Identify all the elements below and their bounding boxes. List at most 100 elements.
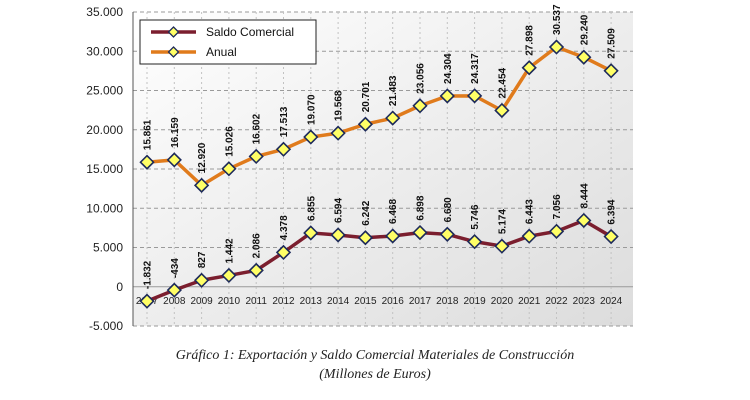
data-point — [166, 282, 182, 298]
x-tick-label: 2010 — [218, 296, 241, 307]
data-label: 8.444 — [579, 183, 590, 208]
data-point — [603, 228, 619, 245]
data-label: 15.861 — [143, 119, 154, 150]
data-label: -1.832 — [143, 260, 154, 289]
data-label: 6.855 — [306, 195, 317, 220]
data-point — [412, 224, 428, 241]
data-point — [466, 234, 483, 250]
y-axis: -5.000 0 5.000 10.000 15.000 20.000 25.000 30.0… — [86, 5, 134, 333]
data-labels: -1.832 -434 827 1.442 2.086 4.378 6.855 6.594 6.… — [143, 4, 618, 289]
data-point — [548, 223, 565, 239]
data-label: 1.442 — [224, 238, 235, 263]
data-point — [248, 262, 264, 279]
data-point — [303, 129, 319, 145]
data-point — [357, 116, 374, 132]
data-label: 4.378 — [279, 215, 290, 240]
data-label: 6.594 — [334, 198, 345, 223]
data-label: 16.602 — [252, 113, 263, 144]
data-point — [576, 49, 592, 65]
legend: Saldo Comercial Anual — [139, 19, 317, 65]
data-point — [385, 110, 401, 126]
data-label: 21.483 — [388, 75, 399, 106]
x-axis: 2007200820092010201120122013201420152016… — [136, 296, 623, 307]
data-point — [521, 60, 537, 76]
data-point — [193, 272, 210, 288]
data-point — [139, 154, 155, 170]
data-label: 27.898 — [525, 25, 536, 56]
y-tick-label: 10.000 — [86, 201, 123, 215]
x-tick-label: 2024 — [600, 296, 623, 307]
data-label: 12.920 — [197, 142, 208, 173]
legend-label: Anual — [206, 45, 237, 59]
data-label: -434 — [170, 258, 181, 278]
y-tick-label: 0 — [116, 280, 123, 294]
data-point — [439, 226, 455, 242]
data-label: 24.304 — [443, 53, 454, 84]
data-point — [275, 141, 292, 157]
y-tick-label: -5.000 — [89, 319, 123, 333]
x-tick-label: 2012 — [272, 296, 295, 307]
data-point — [439, 88, 455, 104]
data-label: 17.513 — [279, 106, 290, 137]
data-label: 6.394 — [607, 199, 618, 224]
y-tick-label: 20.000 — [86, 123, 123, 137]
data-point — [357, 230, 374, 246]
data-label: 6.468 — [388, 199, 399, 224]
series-markers — [139, 39, 619, 309]
data-label: 19.070 — [306, 94, 317, 125]
x-tick-label: 2013 — [300, 296, 323, 307]
legend-label: Saldo Comercial — [206, 25, 294, 39]
data-label: 30.537 — [552, 4, 563, 35]
y-tick-label: 35.000 — [86, 5, 123, 19]
y-tick-label: 5.000 — [93, 241, 123, 255]
data-point — [303, 225, 319, 241]
data-label: 827 — [197, 251, 208, 268]
x-tick-label: 2009 — [190, 296, 213, 307]
chart: -5.000 0 5.000 10.000 15.000 20.000 25.000 30.0… — [86, 4, 633, 333]
data-label: 2.086 — [252, 233, 263, 258]
x-tick-label: 2017 — [409, 296, 432, 307]
data-label: 27.509 — [607, 28, 618, 59]
data-point — [385, 228, 401, 244]
y-tick-label: 25.000 — [86, 84, 123, 98]
x-tick-label: 2011 — [245, 296, 267, 307]
data-label: 5.174 — [497, 209, 508, 234]
data-point — [166, 152, 182, 168]
chart-caption-title: Gráfico 1: Exportación y Saldo Comercial… — [175, 348, 575, 363]
x-tick-label: 2008 — [163, 296, 186, 307]
data-point — [221, 267, 237, 284]
data-label: 16.159 — [170, 117, 181, 148]
data-point — [221, 161, 237, 177]
data-point — [193, 177, 210, 193]
x-tick-label: 2018 — [436, 296, 459, 307]
data-label: 5.746 — [470, 204, 481, 229]
data-label: 19.568 — [334, 90, 345, 121]
data-point — [466, 88, 483, 104]
data-label: 6.680 — [443, 197, 454, 222]
x-tick-label: 2021 — [518, 296, 541, 307]
data-point — [494, 238, 510, 254]
data-label: 29.240 — [579, 14, 590, 45]
data-point — [248, 148, 264, 165]
data-point — [330, 227, 346, 243]
data-point — [521, 228, 537, 244]
x-tick-label: 2015 — [354, 296, 377, 307]
x-tick-label: 2023 — [573, 296, 596, 307]
data-label: 15.026 — [224, 126, 235, 157]
legend-marker — [167, 46, 180, 58]
legend-marker — [167, 26, 180, 38]
x-tick-label: 2016 — [382, 296, 405, 307]
data-label: 6.898 — [416, 195, 427, 220]
data-point — [330, 125, 346, 141]
data-point — [576, 212, 592, 229]
x-tick-label: 2019 — [463, 296, 486, 307]
gridlines — [133, 11, 633, 327]
data-label: 22.454 — [497, 67, 508, 98]
data-point — [548, 39, 565, 55]
data-label: 6.443 — [525, 199, 536, 224]
data-point — [603, 63, 619, 79]
y-tick-label: 15.000 — [86, 162, 123, 176]
data-label: 6.242 — [361, 200, 372, 225]
data-point — [494, 102, 510, 119]
chart-caption-subtitle: (Millones de Euros) — [319, 367, 431, 382]
